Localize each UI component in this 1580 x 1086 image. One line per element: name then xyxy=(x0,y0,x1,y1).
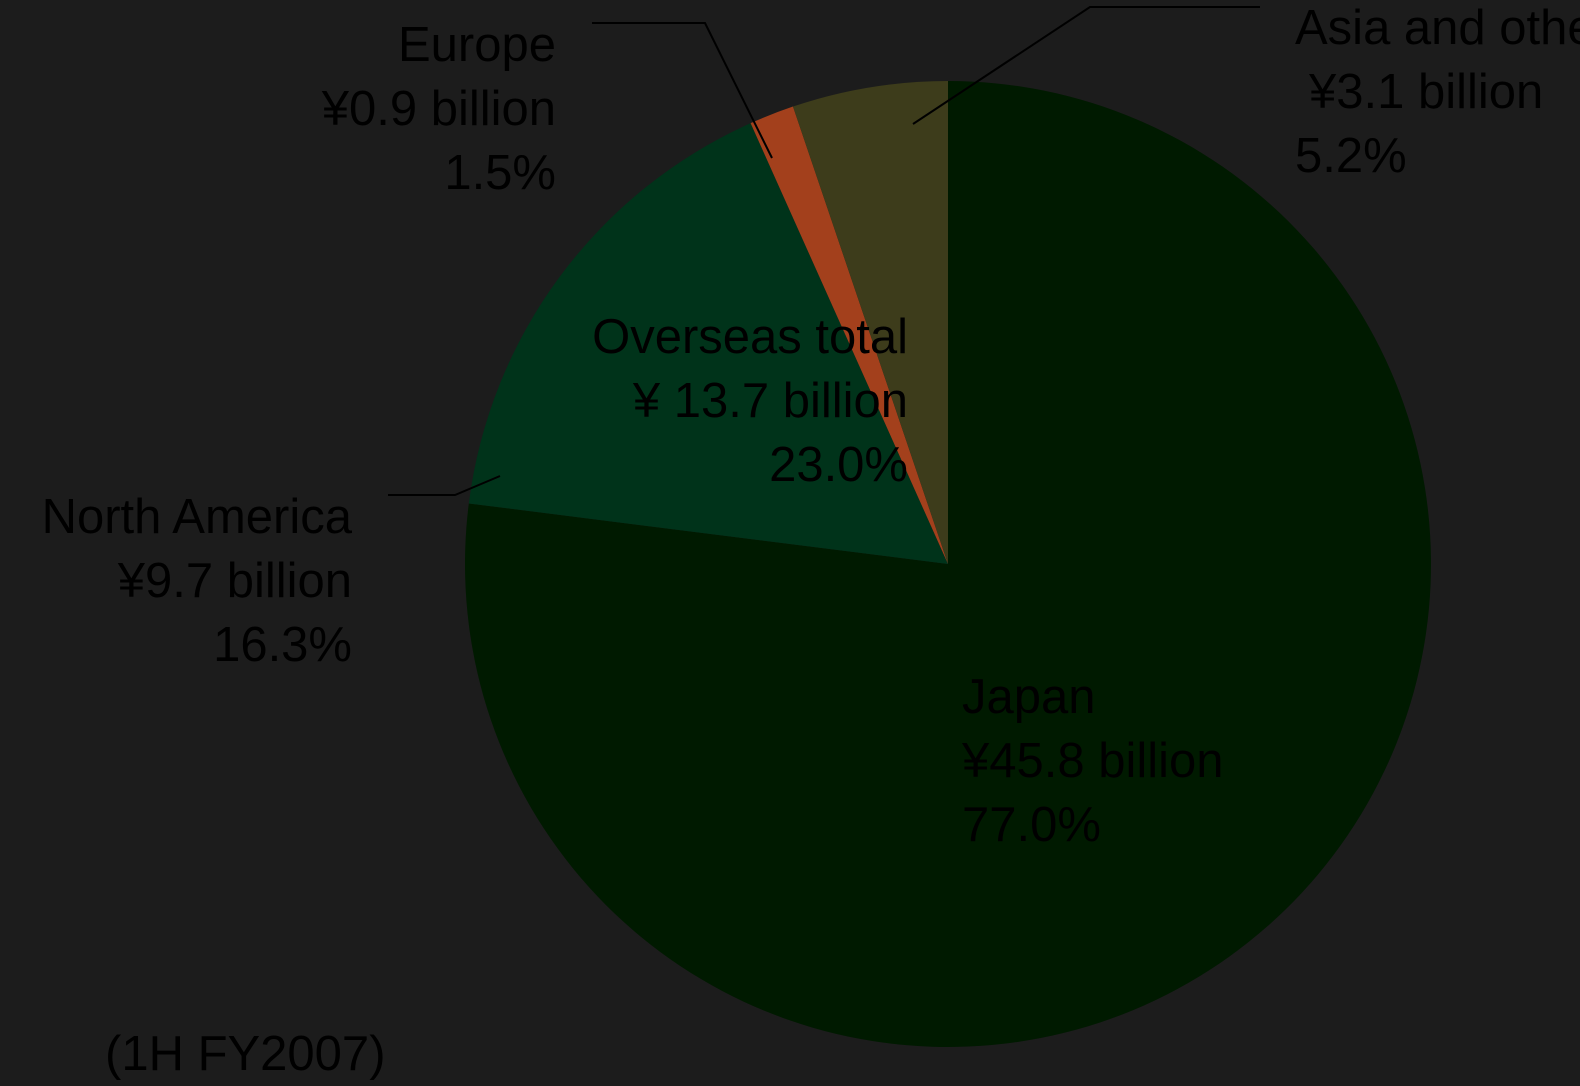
amount-label: ¥9.7 billion xyxy=(117,554,352,608)
value-label: 5.2% xyxy=(1295,129,1407,183)
category-label: Asia and others xyxy=(1295,1,1580,55)
amount-label: ¥3.1 billion xyxy=(1309,65,1544,119)
leader-lines xyxy=(388,6,1260,496)
subtitle: (1H FY2007) xyxy=(105,1027,386,1081)
leader-line xyxy=(912,6,1260,125)
value-label: 1.5% xyxy=(444,146,556,200)
label-europe: Europe ¥0.9 billion 1.5% xyxy=(322,13,556,205)
label-north-america: North America ¥9.7 billion 16.3% xyxy=(42,485,352,677)
value-label: 16.3% xyxy=(213,618,352,672)
annotation-title: Overseas total xyxy=(592,310,908,364)
pie xyxy=(464,81,1432,1047)
leader-line xyxy=(388,475,501,496)
pie-slice xyxy=(750,106,948,565)
amount-label: ¥45.8 billion xyxy=(962,734,1224,788)
amount-label: ¥0.9 billion xyxy=(321,82,556,136)
leader-line xyxy=(592,22,773,159)
chart xyxy=(388,6,1432,1047)
annotation-amount: ¥ 13.7 billion xyxy=(632,374,908,428)
annotation-overseas: Overseas total ¥ 13.7 billion 23.0% xyxy=(592,305,908,497)
label-asia: Asia and others ¥3.1 billion 5.2% xyxy=(1295,0,1580,188)
page: {"chart_data": {"type": "pie", "subtitle… xyxy=(41,0,1580,1081)
label-japan: Japan ¥45.8 billion 77.0% xyxy=(962,665,1224,857)
value-label: 77.0% xyxy=(962,798,1101,852)
category-label: Japan xyxy=(962,670,1096,724)
pie-slice xyxy=(468,123,948,565)
pie-slice xyxy=(792,81,948,564)
category-label: Europe xyxy=(397,18,556,72)
category-label: North America xyxy=(41,490,352,544)
annotation-value: 23.0% xyxy=(769,438,908,492)
